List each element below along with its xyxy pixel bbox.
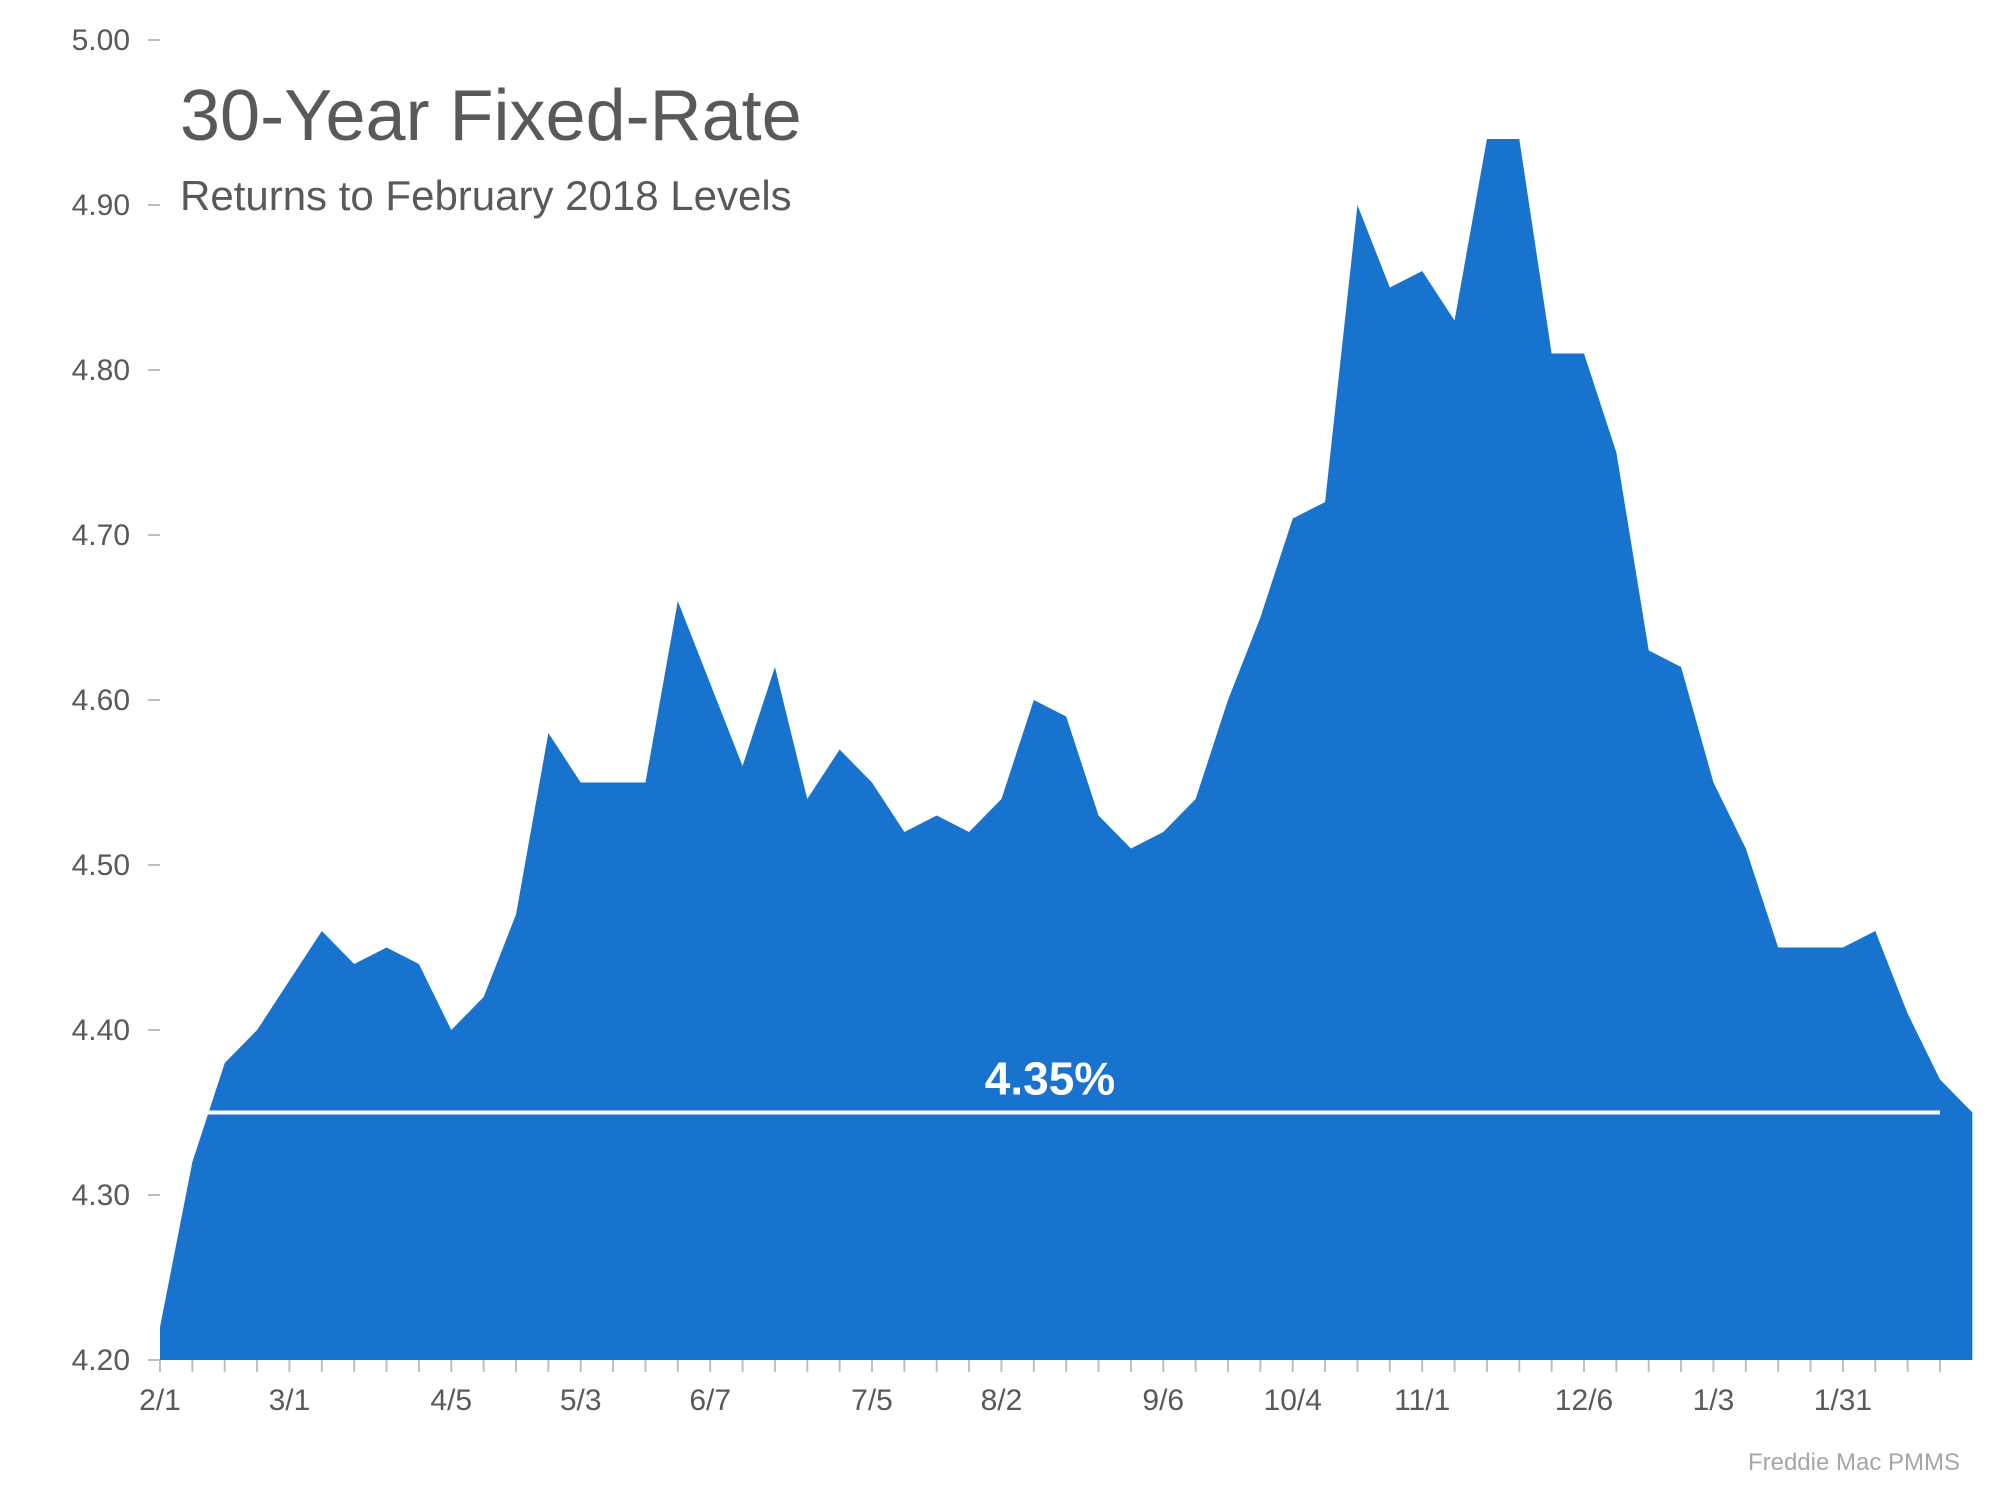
chart-subtitle: Returns to February 2018 Levels [180,172,792,219]
x-tick-label: 8/2 [981,1384,1023,1417]
y-tick-label: 5.00 [72,24,130,57]
y-tick-label: 4.80 [72,354,130,387]
x-tick-label: 3/1 [269,1384,311,1417]
x-tick-label: 1/31 [1814,1384,1872,1417]
x-tick-label: 11/1 [1394,1384,1450,1417]
x-tick-label: 9/6 [1142,1384,1184,1417]
y-tick-label: 4.40 [72,1014,130,1047]
x-tick-label: 7/5 [851,1384,893,1417]
y-tick-label: 4.60 [72,684,130,717]
y-tick-label: 4.50 [72,849,130,882]
y-tick-label: 4.90 [72,189,130,222]
x-tick-label: 4/5 [430,1384,472,1417]
reference-label: 4.35% [985,1053,1115,1105]
chart-container: 4.20 4.30 4.40 4.50 4.60 4.70 4.80 4.90 5.00 2/1 3… [0,0,2000,1500]
x-tick-label: 6/7 [689,1384,731,1417]
chart-svg: 4.20 4.30 4.40 4.50 4.60 4.70 4.80 4.90 5.00 2/1 3… [0,0,2000,1500]
x-tick-label: 2/1 [139,1384,181,1417]
x-tick-label: 10/4 [1264,1384,1322,1417]
y-tick-label: 4.70 [72,519,130,552]
chart-title: 30-Year Fixed-Rate [180,76,802,156]
y-tick-label: 4.30 [72,1179,130,1212]
x-tick-label: 5/3 [560,1384,602,1417]
chart-source: Freddie Mac PMMS [1748,1449,1960,1476]
x-tick-label: 12/6 [1555,1384,1613,1417]
x-tick-label: 1/3 [1693,1384,1735,1417]
y-tick-label: 4.20 [72,1344,130,1377]
